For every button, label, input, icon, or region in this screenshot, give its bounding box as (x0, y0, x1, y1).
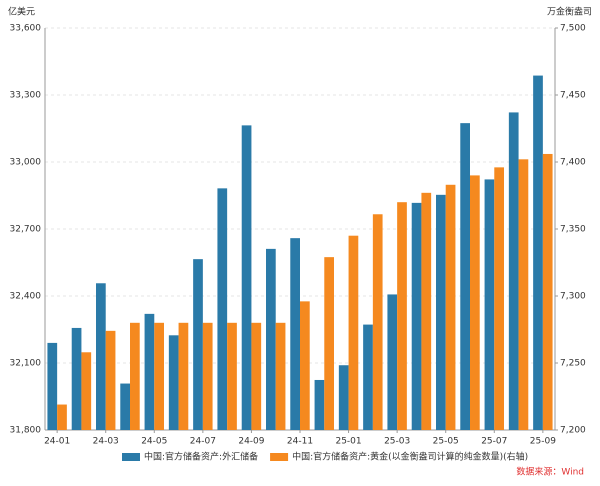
bar (494, 167, 504, 431)
y-tick-label: 32,100 (10, 359, 42, 369)
legend-swatch (270, 453, 289, 461)
bar (508, 112, 519, 431)
x-tick-label: 25-05 (433, 437, 459, 447)
bar (120, 383, 130, 430)
y-tick-label: 33,300 (10, 91, 42, 101)
y2-unit: 万金衡盎司 (547, 6, 592, 18)
x-tick-label: 24-05 (141, 437, 167, 447)
bar (57, 404, 67, 430)
bar (338, 365, 349, 430)
bar (47, 342, 58, 430)
bar (411, 202, 422, 430)
y-tick-label: 33,600 (10, 24, 42, 34)
bar (445, 184, 456, 430)
bar (130, 322, 140, 430)
bar (348, 235, 359, 430)
bar (363, 324, 373, 430)
x-tick-label: 24-01 (44, 437, 70, 447)
y2-tick-label: 7,250 (560, 359, 586, 369)
bar (178, 322, 189, 430)
bar (372, 214, 383, 430)
y-tick-label: 31,800 (10, 426, 42, 436)
bar (397, 202, 407, 430)
bar (518, 159, 529, 430)
y-unit: 亿美元 (8, 6, 35, 18)
y-tick-label: 32,700 (10, 225, 42, 235)
bar (193, 259, 203, 430)
legend-label: 中国:官方储备资产:外汇储备 (144, 451, 258, 463)
y-tick-label: 32,400 (10, 292, 42, 302)
y2-tick-label: 7,400 (560, 158, 586, 168)
x-tick-label: 24-09 (238, 437, 264, 447)
bar (275, 322, 286, 430)
bar (96, 283, 106, 430)
bar (202, 322, 213, 430)
bar (266, 248, 276, 430)
bar (227, 322, 237, 430)
bar (324, 257, 334, 430)
y2-tick-label: 7,350 (560, 225, 586, 235)
bar (81, 352, 92, 430)
bar (387, 294, 398, 430)
x-tick-label: 24-03 (93, 437, 119, 447)
bar (436, 194, 446, 430)
x-tick-label: 25-01 (335, 437, 361, 447)
bar (251, 322, 262, 430)
bar (421, 192, 432, 430)
x-tick-label: 25-07 (481, 437, 507, 447)
bar (300, 301, 310, 430)
bar (71, 327, 82, 430)
bar (460, 123, 470, 430)
bar (105, 330, 116, 430)
bar (217, 188, 228, 430)
bar (290, 238, 300, 430)
y2-tick-label: 7,500 (560, 24, 586, 34)
y2-tick-label: 7,200 (560, 426, 586, 436)
x-tick-label: 24-07 (190, 437, 216, 447)
legend-label: 中国:官方储备资产:黄金(以金衡盎司计算的纯金数量)(右轴) (292, 451, 528, 463)
bar (241, 125, 252, 430)
bar (314, 379, 325, 430)
y2-tick-label: 7,450 (560, 91, 586, 101)
legend-swatch (122, 453, 140, 461)
x-tick-label: 25-09 (530, 437, 556, 447)
source: 数据来源：Wind (516, 466, 584, 478)
bar (542, 153, 553, 430)
bar (470, 175, 480, 430)
bar (484, 179, 495, 430)
bar (533, 75, 543, 430)
x-tick-label: 24-11 (287, 437, 313, 447)
y2-tick-label: 7,300 (560, 292, 586, 302)
bar (144, 313, 155, 430)
bar (168, 335, 179, 430)
y-tick-label: 33,000 (10, 158, 42, 168)
bar (154, 322, 164, 430)
x-tick-label: 25-03 (384, 437, 410, 447)
